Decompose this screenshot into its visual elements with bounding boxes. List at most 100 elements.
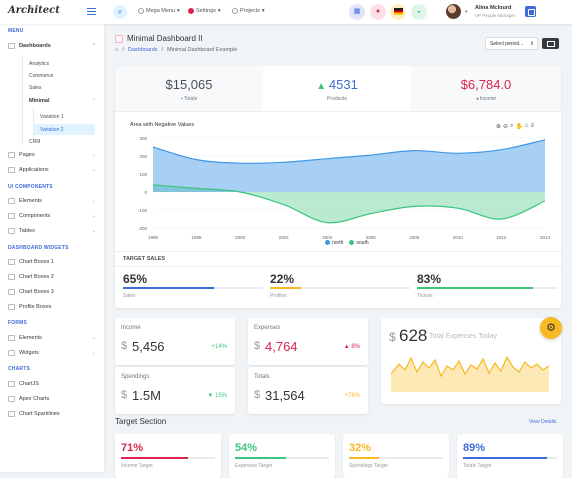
- y-tick-label: 300: [139, 136, 147, 141]
- income-target-card: 71% Income Target: [115, 434, 221, 478]
- top-bar: Architect ⌕ Mega Menu ▾ Settings ▾ Proje…: [0, 0, 572, 24]
- card-change: +14%: [211, 344, 227, 350]
- target-bar: [121, 457, 215, 459]
- projects-menu-label: Projects: [240, 8, 260, 14]
- x-tick-label: 2008: [409, 235, 420, 240]
- sidebar-item-chart-boxes-1[interactable]: Chart Boxes 1: [8, 259, 96, 265]
- sidebar-item-widgets[interactable]: Widgets ⌄: [8, 350, 96, 356]
- active-item-highlight: [33, 124, 95, 135]
- logo[interactable]: Architect: [8, 5, 60, 16]
- x-tick-label: 2000: [235, 235, 246, 240]
- mega-menu[interactable]: Mega Menu ▾: [138, 8, 180, 14]
- series-north-area: [153, 139, 545, 192]
- chart-icon: [8, 259, 15, 265]
- megaphone-icon: ◂: [475, 96, 480, 102]
- sidebar-item-dashboards[interactable]: Dashboards ⌃: [8, 43, 96, 49]
- card-value: 31,564: [265, 388, 305, 403]
- view-details-link[interactable]: View Details: [529, 419, 557, 425]
- stat-value: $15,065: [165, 77, 213, 92]
- breadcrumb-separator: /: [161, 47, 164, 53]
- chevron-down-icon[interactable]: ▾: [465, 9, 468, 15]
- card-value: 1.5M: [132, 388, 161, 403]
- grid-icon[interactable]: ▦: [349, 4, 365, 20]
- sidebar-item-minimal[interactable]: Minimal ⌃: [29, 98, 96, 104]
- target-tickets-label: Tickets: [417, 293, 433, 299]
- total-expenses-card: $ 628 Total Expenses Today: [381, 318, 561, 404]
- sidebar-item-elements[interactable]: Elements ⌄: [8, 198, 96, 204]
- chevron-down-icon: ⌄: [91, 228, 96, 234]
- legend-item-south[interactable]: south: [349, 240, 369, 246]
- sidebar-item-form-elements[interactable]: Elements ⌄: [8, 335, 96, 341]
- pan-icon[interactable]: ✋: [515, 124, 523, 130]
- sidebar-item-label: Pages: [19, 152, 35, 158]
- dark-action-button[interactable]: [542, 38, 559, 49]
- sidebar-item-chart-boxes-2[interactable]: Chart Boxes 2: [8, 274, 96, 280]
- legend-item-north[interactable]: north: [325, 240, 343, 246]
- breadcrumb-dashboards[interactable]: Dashboards: [127, 47, 158, 53]
- sidebar-item-commerce[interactable]: Commerce: [29, 73, 54, 79]
- zoom-out-icon[interactable]: ⊖: [503, 124, 509, 130]
- breadcrumb-current: Minimal Dashboard Example: [167, 47, 238, 53]
- sidebar-item-analytics[interactable]: Analytics: [29, 61, 50, 67]
- target-pct: 54%: [235, 442, 258, 454]
- sidebar-item-chart-sparklines[interactable]: Chart Sparklines: [8, 411, 96, 417]
- comment-icon: ▪: [180, 96, 184, 102]
- sidebar-item-variation-2[interactable]: Variation 2: [40, 127, 64, 133]
- totals-target-card: 89% Totals Target: [457, 434, 563, 478]
- sidebar-item-apex-charts[interactable]: Apex Charts: [8, 396, 96, 402]
- settings-menu[interactable]: Settings ▾: [188, 8, 221, 14]
- chevron-down-icon: ⇕: [529, 41, 534, 47]
- sidebar-item-chart-boxes-3[interactable]: Chart Boxes 3: [8, 289, 96, 295]
- mega-menu-label: Mega Menu: [146, 8, 176, 14]
- sidebar-section-widgets: DASHBOARD WIDGETS: [8, 245, 69, 251]
- x-tick-label: 1996: [148, 235, 159, 240]
- bell-icon[interactable]: ●: [370, 4, 386, 20]
- chevron-down-icon: ▾: [177, 8, 180, 14]
- chart-icon: [8, 289, 15, 295]
- expenses-card: Expenses $ 4,764 ▲ 8%: [248, 318, 368, 365]
- x-tick-label: 2014: [540, 235, 551, 240]
- sidebar-item-crm[interactable]: CRM: [29, 139, 41, 145]
- sidebar-item-components[interactable]: Components ⌄: [8, 213, 96, 219]
- settings-menu-label: Settings: [196, 8, 216, 14]
- card-change: +76%: [344, 393, 360, 399]
- avatar[interactable]: [446, 4, 461, 19]
- gear-icon[interactable]: ⚙: [540, 317, 562, 339]
- chevron-up-icon: ⌃: [91, 43, 96, 49]
- target-bar: [235, 457, 329, 459]
- chart-legend: north south: [325, 240, 369, 246]
- card-title: Total Expenses Today: [429, 333, 497, 340]
- sidebar-item-applications[interactable]: Applications ⌄: [8, 167, 96, 173]
- currency-symbol: $: [254, 340, 261, 352]
- breadcrumb: ⌂ / Dashboards / Minimal Dashboard Examp…: [115, 47, 237, 53]
- home-icon[interactable]: ⌂: [115, 47, 119, 53]
- projects-menu[interactable]: Projects ▾: [232, 8, 265, 14]
- chart-toolbar: ⊕ ⊖ ⌕ ✋ ⌂ ≡: [496, 123, 534, 130]
- sidebar-item-chartjs[interactable]: ChartJS: [8, 381, 96, 387]
- stat-value: $6,784.0: [460, 77, 512, 92]
- page-title-icon: [115, 35, 123, 43]
- sidebar-item-sales[interactable]: Sales: [29, 85, 42, 91]
- sidebar-item-profile-boxes[interactable]: Profile Boxes: [8, 304, 96, 310]
- menu-icon[interactable]: ≡: [530, 123, 535, 129]
- target-sales-pct: 65%: [123, 272, 148, 286]
- currency-symbol: $: [254, 389, 261, 401]
- x-tick-label: 2012: [496, 235, 507, 240]
- hamburger-icon[interactable]: [87, 8, 96, 15]
- zoom-icon[interactable]: ⌕: [510, 123, 514, 129]
- card-change-text: 15%: [214, 393, 227, 399]
- card-change-text: 8%: [351, 344, 360, 350]
- search-icon[interactable]: ⌕: [113, 5, 127, 19]
- badge-icon[interactable]: ◒: [411, 4, 427, 20]
- sidebar-item-tables[interactable]: Tables ⌄: [8, 228, 96, 234]
- x-tick-label: 2004: [322, 235, 333, 240]
- flag-icon[interactable]: [390, 4, 406, 20]
- zoom-in-icon[interactable]: ⊕: [496, 124, 502, 130]
- sidebar-item-variation-1[interactable]: Variation 1: [40, 114, 64, 120]
- stat-label-text: Income: [479, 96, 497, 102]
- home-icon[interactable]: ⌂: [524, 123, 529, 129]
- calendar-icon[interactable]: [525, 6, 536, 17]
- sidebar-item-pages[interactable]: Pages ⌄: [8, 152, 96, 158]
- expenses-sparkline: [391, 355, 550, 392]
- period-select[interactable]: Select period... ⇕: [485, 37, 538, 50]
